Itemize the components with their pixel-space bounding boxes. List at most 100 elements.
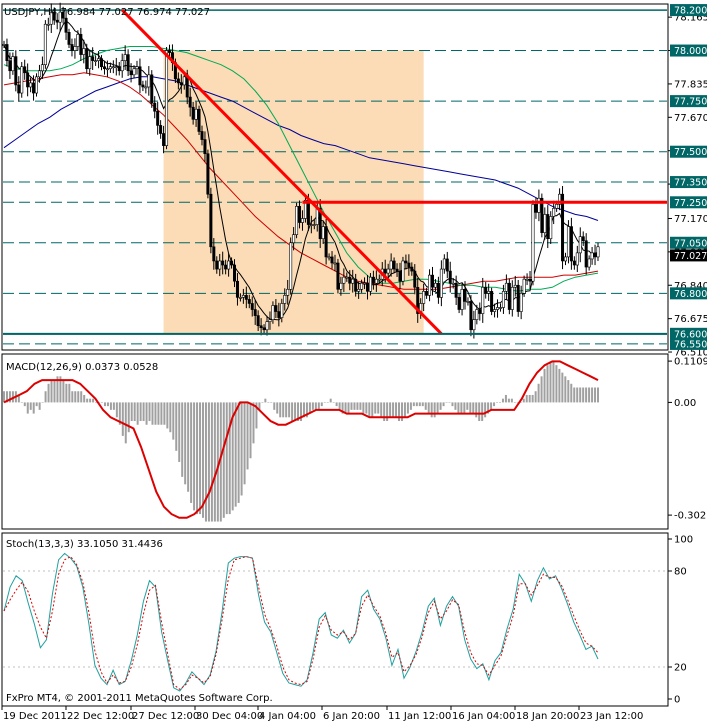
candle bbox=[156, 101, 160, 135]
candle-body bbox=[244, 295, 248, 300]
macd-bar bbox=[442, 402, 445, 407]
macd-bar bbox=[41, 402, 44, 403]
candle-body bbox=[215, 260, 219, 270]
stoch-signal-line bbox=[3, 555, 599, 691]
candle bbox=[67, 28, 71, 49]
macd-bar bbox=[406, 402, 409, 414]
candle-body bbox=[371, 276, 375, 284]
candle-body bbox=[94, 60, 98, 62]
candle-body bbox=[64, 17, 68, 33]
candle bbox=[481, 277, 485, 323]
candle-body bbox=[230, 260, 234, 266]
macd-bar bbox=[35, 402, 38, 407]
candle bbox=[448, 261, 452, 293]
candles bbox=[2, 2, 600, 339]
candle bbox=[348, 270, 352, 291]
time-tick-label: 22 Dec 12:00 bbox=[67, 711, 134, 722]
stoch-pane[interactable] bbox=[1, 532, 669, 707]
macd-bar bbox=[163, 402, 166, 425]
candle bbox=[2, 40, 6, 49]
candle-body bbox=[590, 252, 594, 260]
candle bbox=[79, 27, 83, 62]
macd-bar bbox=[418, 402, 421, 407]
macd-bar bbox=[317, 402, 320, 410]
macd-bar bbox=[222, 402, 225, 518]
candle-body bbox=[176, 78, 180, 84]
candle-body bbox=[401, 260, 405, 282]
candle bbox=[82, 39, 86, 64]
candle bbox=[268, 311, 272, 330]
macd-bar bbox=[513, 402, 516, 403]
candle-body bbox=[555, 204, 559, 209]
candle bbox=[165, 46, 169, 150]
level-tag-label: 76.550 bbox=[674, 339, 707, 350]
candle-body bbox=[194, 108, 198, 120]
candle-body bbox=[431, 274, 435, 288]
macd-bar bbox=[371, 402, 374, 418]
candle-body bbox=[309, 224, 313, 226]
candle-body bbox=[49, 11, 53, 25]
candle bbox=[543, 207, 547, 240]
candle bbox=[144, 80, 148, 94]
macd-bar bbox=[496, 402, 499, 403]
macd-bar bbox=[228, 402, 231, 515]
candle bbox=[259, 318, 263, 336]
candle-body bbox=[14, 56, 18, 86]
macd-bar bbox=[237, 402, 240, 503]
candle bbox=[11, 52, 15, 75]
macd-bar bbox=[216, 402, 219, 522]
candle-body bbox=[218, 260, 222, 270]
macd-bar bbox=[77, 391, 80, 403]
candle bbox=[374, 270, 378, 292]
candle bbox=[206, 149, 210, 199]
macd-indicator: 0.1109 0.00 -0.3027 bbox=[3, 357, 707, 522]
macd-bar bbox=[3, 391, 5, 403]
macd-bar bbox=[187, 402, 190, 492]
macd-bar bbox=[365, 402, 368, 414]
macd-bar bbox=[282, 402, 285, 418]
time-tick-label: 4 Jan 04:00 bbox=[259, 711, 316, 722]
candle-body bbox=[354, 278, 358, 292]
candle bbox=[132, 65, 136, 79]
stoch-main-line bbox=[3, 552, 599, 692]
macd-bar bbox=[80, 391, 83, 403]
candle bbox=[233, 259, 237, 288]
candle bbox=[8, 52, 12, 79]
candle bbox=[17, 76, 21, 102]
candle bbox=[327, 253, 331, 261]
macd-bar bbox=[392, 402, 395, 418]
candle-body bbox=[40, 64, 44, 72]
macd-bar bbox=[591, 387, 594, 403]
candle-body bbox=[156, 110, 160, 126]
macd-bar bbox=[255, 402, 258, 429]
macd-bar bbox=[564, 376, 567, 403]
macd-bar bbox=[86, 398, 89, 403]
candle bbox=[309, 215, 313, 234]
macd-bar bbox=[469, 402, 472, 414]
candle-body bbox=[439, 268, 443, 298]
level-tag-bg bbox=[670, 4, 707, 17]
candle bbox=[141, 80, 145, 92]
candle-body bbox=[271, 305, 275, 320]
horizontal-levels[interactable] bbox=[3, 9, 667, 345]
candle bbox=[513, 275, 517, 297]
candle bbox=[70, 38, 74, 57]
candle bbox=[135, 60, 139, 75]
candle bbox=[221, 251, 225, 275]
candle-body bbox=[549, 216, 553, 240]
macd-tick-label: 0.1109 bbox=[674, 357, 707, 368]
candle bbox=[88, 49, 92, 76]
candle-body bbox=[191, 106, 195, 120]
macd-bar bbox=[95, 402, 98, 403]
trend-lines[interactable] bbox=[3, 9, 667, 335]
macd-bar bbox=[175, 402, 178, 451]
macd-bar bbox=[546, 365, 549, 403]
macd-bar bbox=[121, 402, 124, 436]
candle-body bbox=[342, 276, 346, 284]
candle bbox=[339, 276, 343, 296]
macd-bar bbox=[454, 402, 457, 410]
candle-body bbox=[203, 139, 207, 155]
level-tag-bg bbox=[670, 176, 707, 189]
candle-body bbox=[531, 204, 535, 282]
